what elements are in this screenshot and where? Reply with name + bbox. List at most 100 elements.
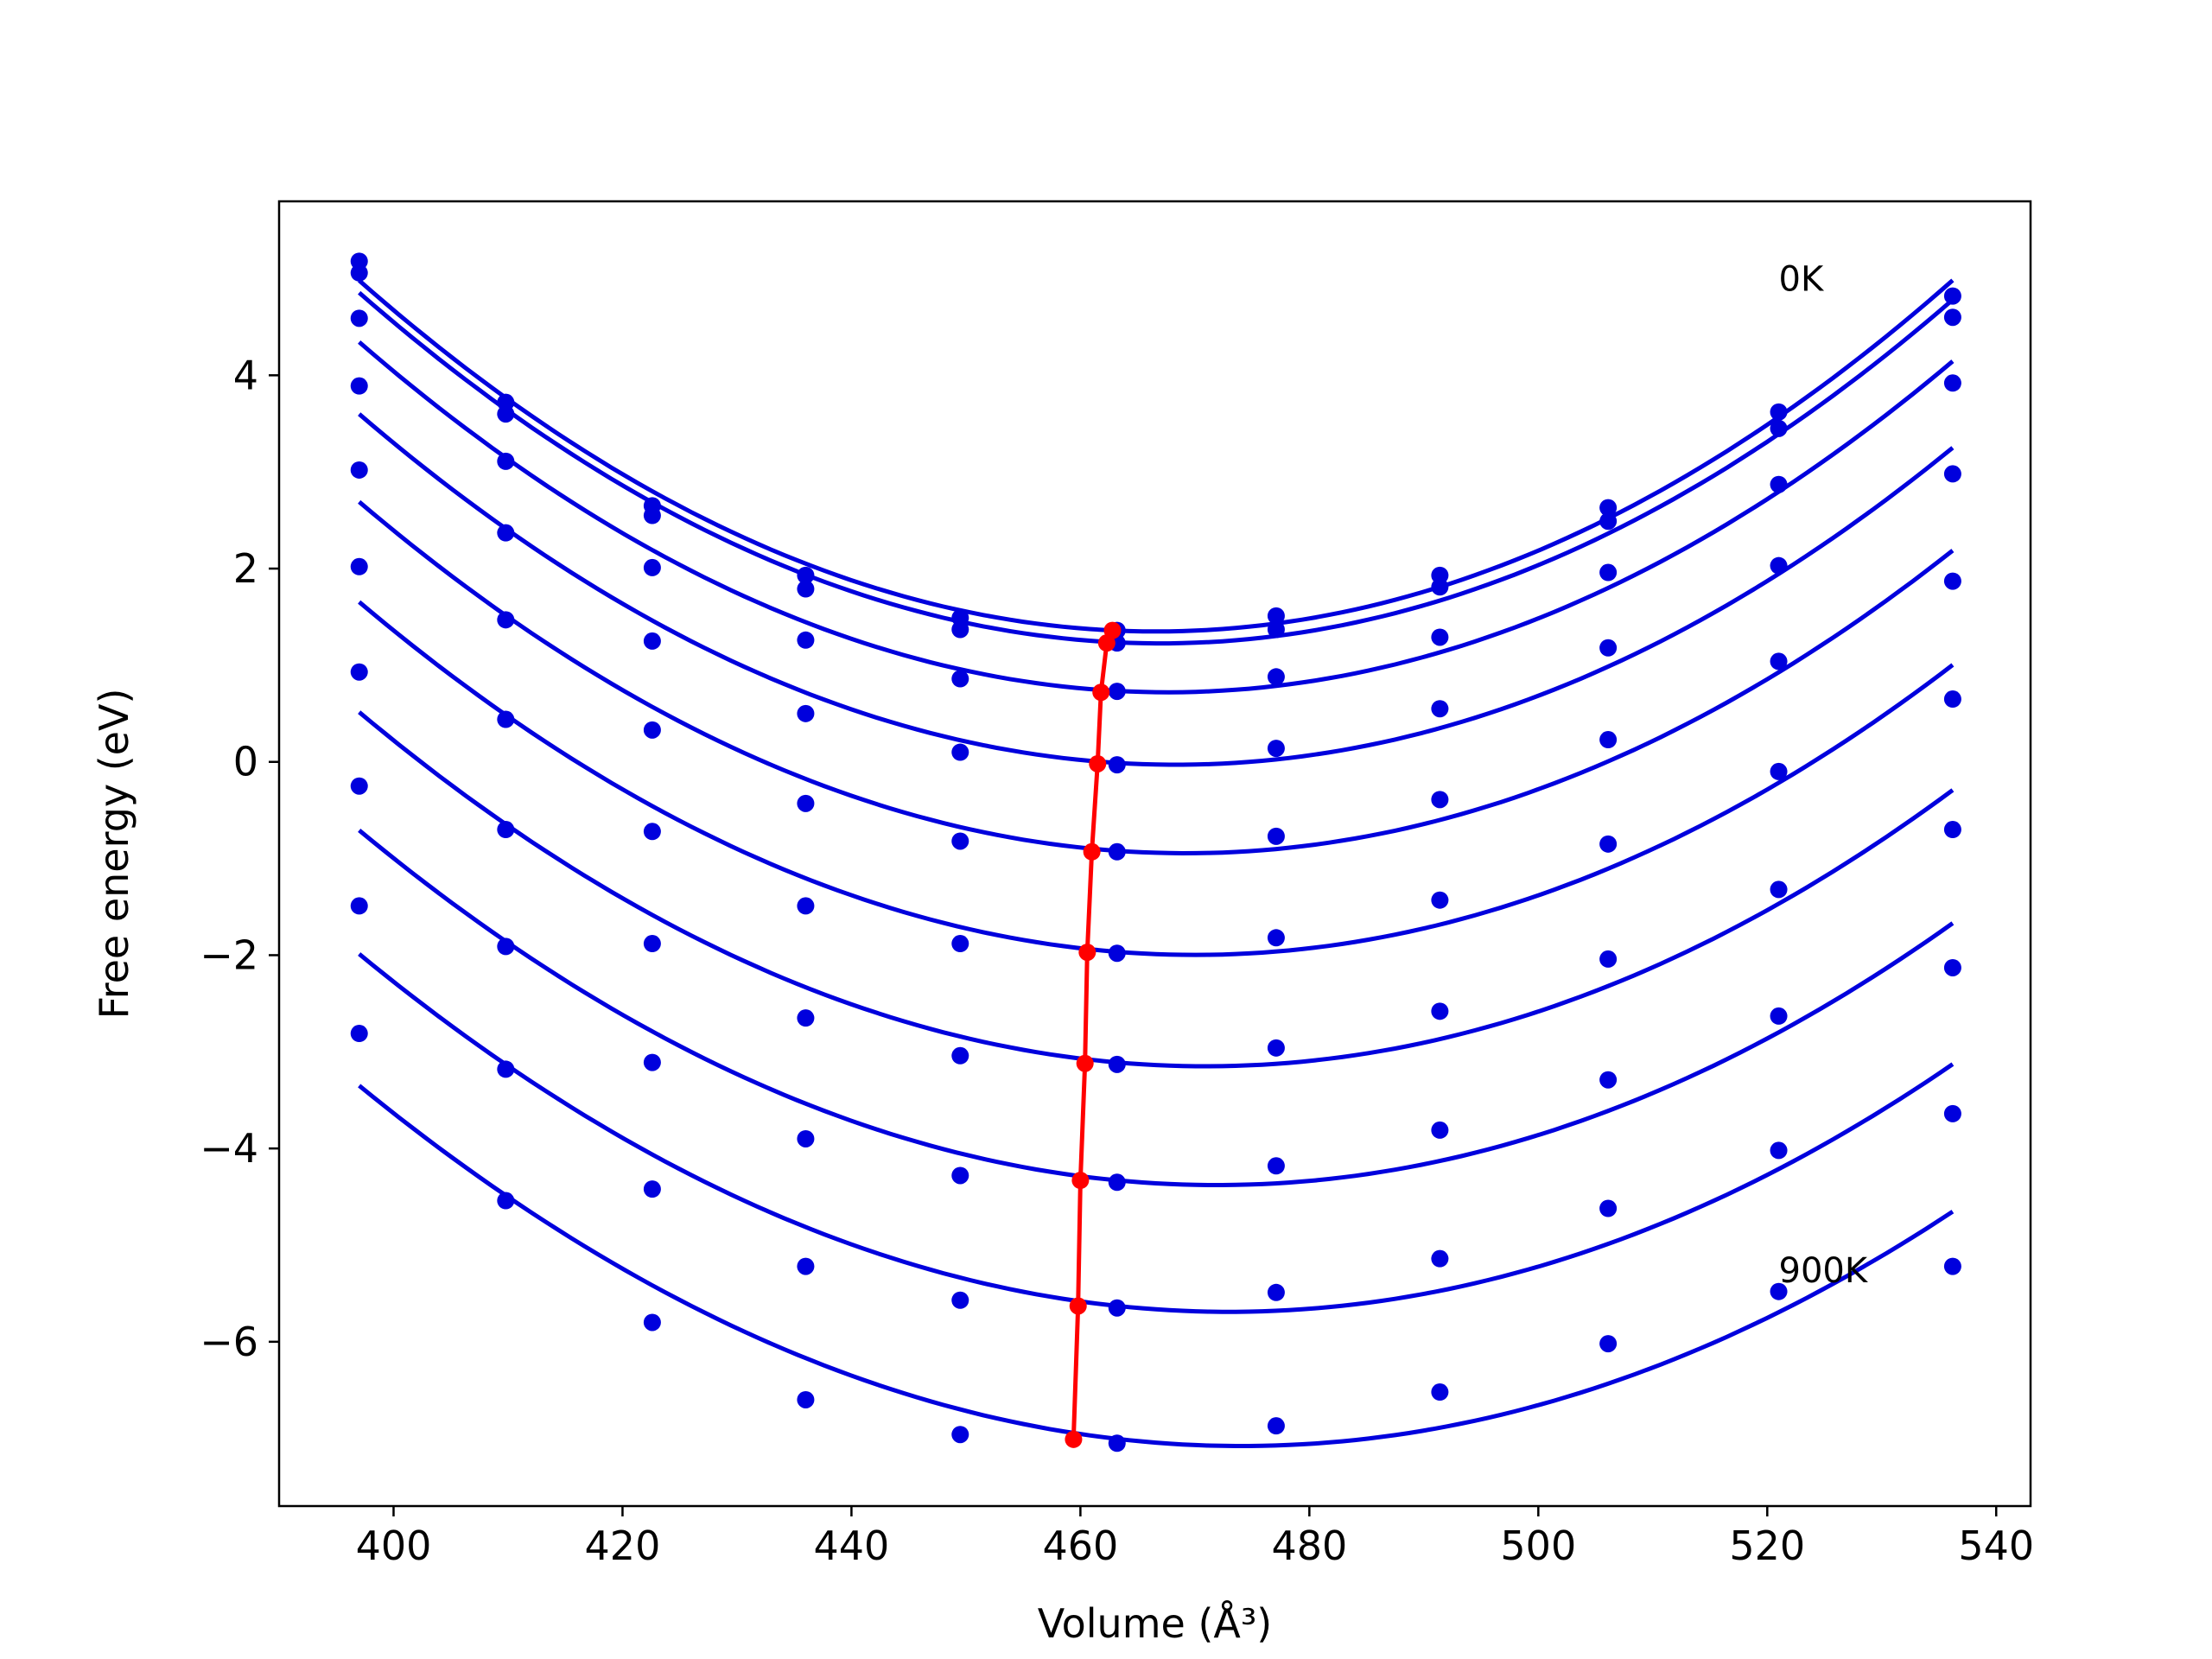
data-point	[951, 1166, 969, 1185]
axis-ticks: 400 420 440 460 480 500 520 540 −6 −4 −2 0 2 4	[200, 352, 2034, 1569]
data-point	[643, 506, 661, 524]
data-point	[350, 461, 368, 479]
data-point	[1943, 465, 1961, 483]
data-point	[643, 558, 661, 576]
annotation-0k: 0K	[1779, 259, 1825, 299]
data-point	[797, 1009, 815, 1027]
fit-curve-4	[358, 499, 1955, 856]
minimum-line	[1071, 629, 1115, 1440]
data-point	[1267, 740, 1285, 758]
plot-frame	[277, 200, 2032, 1508]
data-point	[350, 777, 368, 795]
data-point	[797, 1129, 815, 1147]
data-point	[497, 1060, 515, 1078]
data-point	[1599, 731, 1618, 749]
minimum-point	[1092, 683, 1110, 702]
data-point	[1770, 1282, 1788, 1300]
data-point	[497, 611, 515, 629]
y-tick-label: −6	[200, 1319, 258, 1365]
data-point	[497, 405, 515, 423]
data-point	[497, 938, 515, 956]
fit-curve-3	[358, 412, 1955, 767]
y-axis-label: Free energy (eV)	[91, 689, 137, 1020]
data-point	[643, 721, 661, 739]
y-tick-label: 2	[233, 545, 258, 592]
data-point	[350, 264, 368, 282]
data-point	[1770, 652, 1788, 671]
data-point	[797, 566, 815, 584]
data-point	[350, 1025, 368, 1043]
data-point	[1943, 1104, 1961, 1122]
data-point	[1108, 1055, 1126, 1073]
x-axis-label: Volume (Å³)	[1038, 1600, 1273, 1647]
data-point	[1267, 1283, 1285, 1301]
data-point	[1943, 374, 1961, 392]
data-point	[643, 935, 661, 953]
data-point	[1108, 1299, 1126, 1317]
data-point	[1431, 1249, 1449, 1268]
data-point	[951, 935, 969, 953]
data-point	[1599, 950, 1618, 968]
minimum-point	[1071, 1172, 1090, 1190]
fit-curve-7	[358, 828, 1955, 1187]
data-point	[1267, 607, 1285, 625]
data-point	[951, 743, 969, 761]
data-point	[797, 1390, 815, 1408]
data-point	[951, 670, 969, 688]
data-point	[1770, 762, 1788, 780]
fit-curve-0	[358, 278, 1955, 634]
data-point	[797, 1257, 815, 1275]
data-point	[951, 1046, 969, 1065]
data-point	[350, 377, 368, 395]
data-point	[1770, 475, 1788, 493]
data-point	[797, 631, 815, 649]
minimum-point	[1083, 842, 1101, 861]
data-point	[643, 1053, 661, 1071]
fit-curve-6	[358, 710, 1955, 1069]
data-point	[1943, 690, 1961, 709]
data-point	[1267, 827, 1285, 845]
data-point	[643, 632, 661, 650]
data-point	[1108, 1173, 1126, 1192]
annotation-900k: 900K	[1779, 1251, 1869, 1291]
fit-curve-8	[358, 952, 1955, 1314]
data-point	[1770, 880, 1788, 899]
data-point	[1267, 1157, 1285, 1175]
x-tick-label: 500	[1500, 1522, 1576, 1569]
data-point	[1431, 791, 1449, 809]
minimum-point	[1097, 634, 1116, 652]
data-point	[1431, 1121, 1449, 1139]
data-point	[350, 309, 368, 327]
fit-curve-9	[358, 1084, 1955, 1448]
data-point	[1770, 556, 1788, 575]
data-point	[1599, 512, 1618, 531]
data-point	[1943, 572, 1961, 590]
data-point	[1599, 1071, 1618, 1089]
x-tick-label: 520	[1729, 1522, 1805, 1569]
x-tick-label: 480	[1271, 1522, 1347, 1569]
minimum-point	[1069, 1297, 1087, 1315]
data-point	[643, 1180, 661, 1198]
x-tick-label: 440	[814, 1522, 890, 1569]
data-point	[1431, 700, 1449, 718]
data-point	[643, 823, 661, 841]
data-point	[797, 794, 815, 812]
data-point	[1431, 1383, 1449, 1402]
y-tick-label: −2	[200, 931, 258, 978]
data-point	[1770, 403, 1788, 421]
data-point	[1431, 628, 1449, 646]
data-point	[797, 704, 815, 722]
data-point	[797, 897, 815, 915]
minimum-point	[1076, 1054, 1094, 1072]
x-tick-label: 460	[1042, 1522, 1118, 1569]
x-tick-label: 540	[1958, 1522, 2034, 1569]
data-point	[951, 832, 969, 850]
data-point	[1267, 668, 1285, 686]
data-point	[1599, 1199, 1618, 1217]
data-point	[1108, 683, 1126, 701]
data-point	[1599, 499, 1618, 517]
minimum-trace	[1065, 621, 1122, 1448]
fitted-curves	[358, 278, 1955, 1448]
